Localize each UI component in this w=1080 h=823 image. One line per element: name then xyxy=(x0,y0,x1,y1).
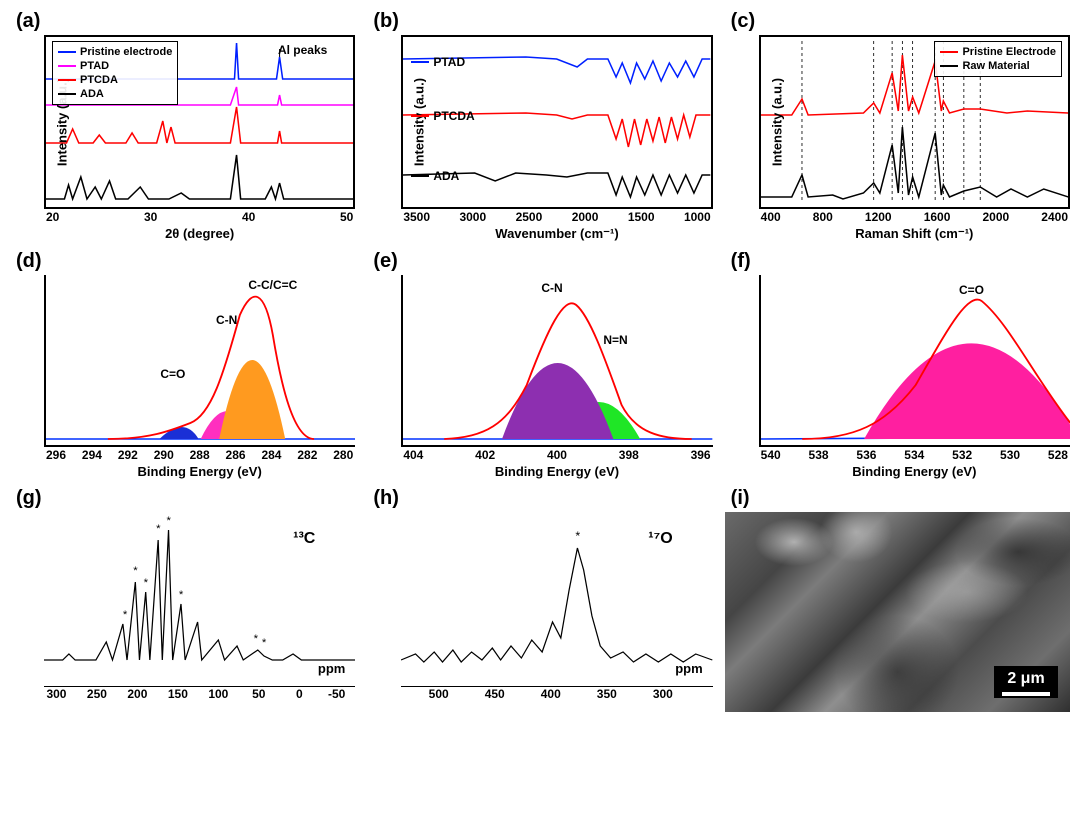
svg-text:*: * xyxy=(254,633,259,645)
nmr-annot-h: ¹⁷O xyxy=(648,530,672,548)
al-peaks-label: Al peaks xyxy=(278,43,327,57)
chart-a: Intensity (a.u.) Pristine electrode PTAD… xyxy=(44,35,355,209)
svg-text:*: * xyxy=(133,565,138,577)
xlabel-d: Binding Energy (eV) xyxy=(44,464,355,479)
chart-h: ¹⁷O ppm * xyxy=(401,512,712,682)
panel-i: (i) 2 μm xyxy=(725,487,1070,712)
svg-text:*: * xyxy=(123,609,128,621)
panel-g: (g) ¹³C ppm * * * * * * * * xyxy=(10,487,355,712)
scalebar: 2 μm xyxy=(994,666,1058,698)
panel-label-g: (g) xyxy=(10,487,355,512)
panel-h: (h) ¹⁷O ppm * 500 450 400 350 300 xyxy=(367,487,712,712)
legend-item: ADA xyxy=(58,87,172,101)
chart-e: C-N N=N xyxy=(401,275,712,447)
panel-label-h: (h) xyxy=(367,487,712,512)
xlabel-f: Binding Energy (eV) xyxy=(759,464,1070,479)
label-cn-e: C-N xyxy=(541,281,562,295)
xticks-b: 3500 3000 2500 2000 1500 1000 xyxy=(401,210,712,224)
chart-c: Intensity (a.u.) Pristine Electrode Raw … xyxy=(759,35,1070,209)
figure-grid: (a) Intensity (a.u.) Pristine electrode … xyxy=(10,10,1070,712)
ppm-label-h: ppm xyxy=(675,661,702,676)
ylabel-c: Intensity (a.u.) xyxy=(769,78,784,166)
xlabel-e: Binding Energy (eV) xyxy=(401,464,712,479)
panel-b: (b) Intensity (a.u.) PTAD PTCDA ADA 3500… xyxy=(367,10,712,242)
panel-label-e: (e) xyxy=(367,250,712,275)
legend-a: Pristine electrode PTAD PTCDA ADA xyxy=(52,41,178,105)
xticks-d: 296 294 292 290 288 286 284 282 280 xyxy=(44,448,355,462)
xticks-a: 20 30 40 50 xyxy=(44,210,355,224)
panel-a: (a) Intensity (a.u.) Pristine electrode … xyxy=(10,10,355,242)
legend-item: Pristine Electrode xyxy=(940,45,1056,59)
scalebar-text: 2 μm xyxy=(1007,670,1044,687)
legend-b-ptad: PTAD xyxy=(411,55,465,69)
xlabel-c: Raman Shift (cm⁻¹) xyxy=(759,226,1070,242)
xticks-f: 540 538 536 534 532 530 528 xyxy=(759,448,1070,462)
chart-g: ¹³C ppm * * * * * * * * xyxy=(44,512,355,682)
xps-f-svg xyxy=(761,275,1070,445)
panel-label-c: (c) xyxy=(725,10,1070,35)
svg-text:*: * xyxy=(166,515,171,527)
svg-text:*: * xyxy=(262,637,267,649)
sem-image: 2 μm xyxy=(725,512,1070,712)
nmr-axis-g: 300 250 200 150 100 50 0 -50 xyxy=(44,686,355,705)
legend-b-ada: ADA xyxy=(411,169,459,183)
legend-item: PTCDA xyxy=(58,73,172,87)
xlabel-b: Wavenumber (cm⁻¹) xyxy=(401,226,712,242)
chart-d: C-C/C=C C-N C=O xyxy=(44,275,355,447)
legend-b-ptcda: PTCDA xyxy=(411,109,474,123)
chart-f: C=O xyxy=(759,275,1070,447)
nmr-annot-g: ¹³C xyxy=(293,530,315,548)
panel-label-a: (a) xyxy=(10,10,355,35)
xlabel-a: 2θ (degree) xyxy=(44,226,355,241)
legend-item: Pristine electrode xyxy=(58,45,172,59)
panel-label-d: (d) xyxy=(10,250,355,275)
panel-c: (c) Intensity (a.u.) Pristine Electrode … xyxy=(725,10,1070,242)
panel-f: (f) C=O 540 538 536 534 532 530 528 Bind… xyxy=(725,250,1070,479)
legend-item: Raw Material xyxy=(940,59,1056,73)
svg-text:*: * xyxy=(156,523,161,535)
panel-label-f: (f) xyxy=(725,250,1070,275)
label-co-f: C=O xyxy=(959,283,984,297)
panel-label-i: (i) xyxy=(725,487,1070,512)
panel-e: (e) C-N N=N 404 402 400 398 396 Binding … xyxy=(367,250,712,479)
xps-e-svg xyxy=(403,275,712,445)
nmr-axis-h: 500 450 400 350 300 xyxy=(401,686,712,705)
svg-text:*: * xyxy=(576,529,581,543)
chart-b: Intensity (a.u.) PTAD PTCDA ADA xyxy=(401,35,712,209)
label-nn-e: N=N xyxy=(603,333,627,347)
label-cc: C-C/C=C xyxy=(248,278,297,292)
panel-d: (d) C-C/C=C C-N C=O 296 294 292 290 xyxy=(10,250,355,479)
label-co: C=O xyxy=(160,367,185,381)
legend-c: Pristine Electrode Raw Material xyxy=(934,41,1062,77)
xticks-c: 400 800 1200 1600 2000 2400 xyxy=(759,210,1070,224)
label-cn: C-N xyxy=(216,313,237,327)
panel-label-b: (b) xyxy=(367,10,712,35)
xps-d-svg xyxy=(46,275,355,445)
scalebar-line xyxy=(1002,692,1050,696)
legend-item: PTAD xyxy=(58,59,172,73)
ppm-label-g: ppm xyxy=(318,661,345,676)
xticks-e: 404 402 400 398 396 xyxy=(401,448,712,462)
svg-text:*: * xyxy=(179,589,184,601)
svg-text:*: * xyxy=(144,577,149,589)
